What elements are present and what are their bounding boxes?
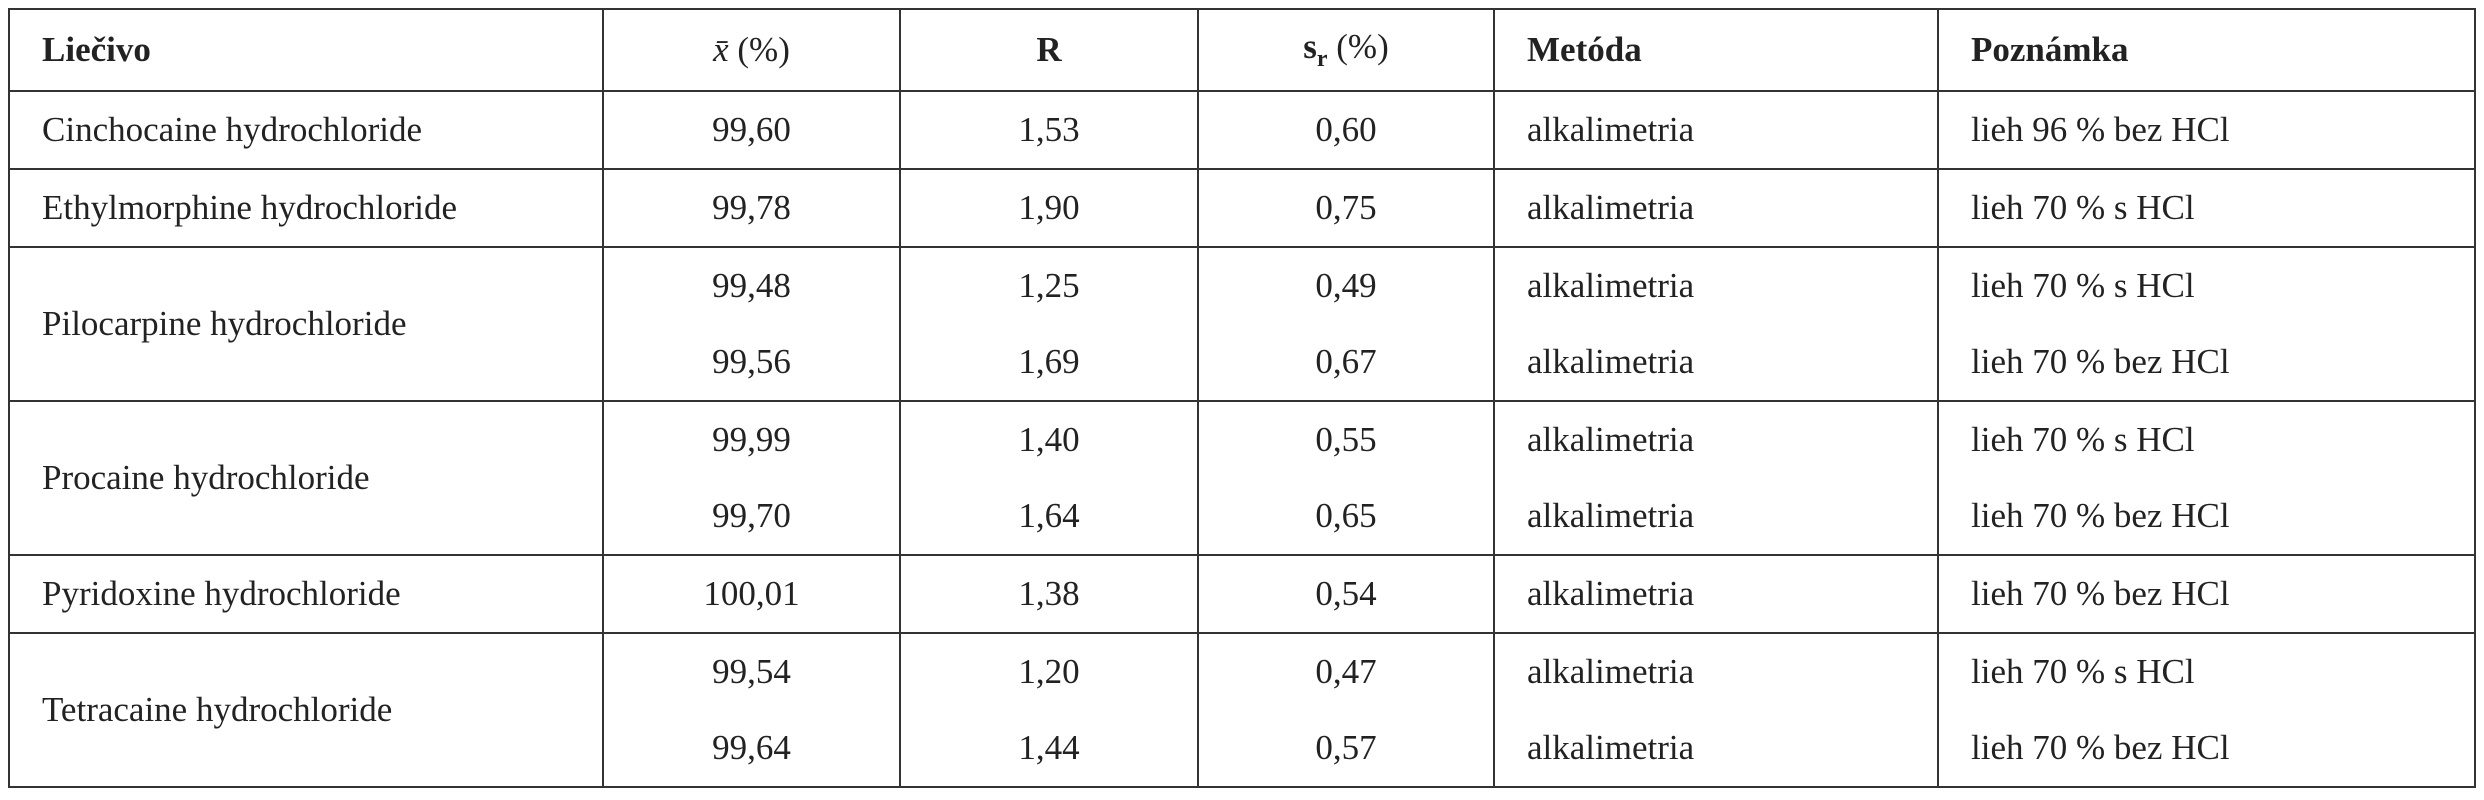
data-cell: 0,55 [1197,400,1495,478]
header-text: Poznámka [1971,30,2129,69]
header-unit: (%) [1327,27,1389,66]
data-cell: 0,47 [1197,632,1495,710]
data-cell: 1,53 [899,90,1199,169]
data-cell: lieh 70 % s HCl [1937,168,2476,247]
header-symbol: x̄ [713,30,729,69]
data-cell: lieh 70 % bez HCl [1937,710,2476,787]
drug-name: Ethylmorphine hydrochloride [8,168,604,247]
data-cell: 99,54 [602,632,901,710]
header-cell: Poznámka [1937,9,2476,92]
data-cell: 1,44 [899,710,1199,787]
header-cell: Metóda [1493,9,1939,92]
data-cell: lieh 70 % s HCl [1937,632,2476,710]
header-cell: Liečivo [8,9,604,92]
header-cell: R [899,9,1199,92]
data-cell: lieh 70 % s HCl [1937,246,2476,324]
data-cell: 99,56 [602,324,901,401]
data-cell: 100,01 [602,554,901,633]
data-cell: alkalimetria [1493,554,1939,633]
data-cell: lieh 70 % s HCl [1937,400,2476,478]
data-cell: 99,99 [602,400,901,478]
data-cell: 0,54 [1197,554,1495,633]
data-cell: lieh 70 % bez HCl [1937,478,2476,555]
data-cell: 99,78 [602,168,901,247]
header-cell: sr (%) [1197,9,1495,92]
data-cell: 0,60 [1197,90,1495,169]
header-unit: (%) [728,30,790,69]
data-cell: 99,60 [602,90,901,169]
header-cell: x̄ (%) [602,9,901,92]
data-cell: alkalimetria [1493,246,1939,324]
drug-name: Pyridoxine hydrochloride [8,554,604,633]
data-cell: alkalimetria [1493,478,1939,555]
data-row: Ethylmorphine hydrochloride 99,78 1,90 0,75… [8,168,2476,247]
header-text: Liečivo [42,30,151,69]
data-cell: alkalimetria [1493,324,1939,401]
data-cell: alkalimetria [1493,632,1939,710]
data-cell: 1,20 [899,632,1199,710]
data-row: Pilocarpine hydrochloride 99,48 1,25 0,49 al… [8,246,2476,401]
data-cell: 0,57 [1197,710,1495,787]
data-row: Tetracaine hydrochloride 99,54 1,20 0,47 alk… [8,632,2476,787]
data-cell: 0,67 [1197,324,1495,401]
data-cell: alkalimetria [1493,400,1939,478]
header-text: Metóda [1527,30,1642,69]
header-symbol: s [1303,27,1317,66]
data-cell: 1,40 [899,400,1199,478]
data-cell: 1,64 [899,478,1199,555]
data-cell: 0,49 [1197,246,1495,324]
drug-name: Cinchocaine hydrochloride [8,90,604,169]
drug-name: Tetracaine hydrochloride [8,632,604,787]
data-cell: lieh 70 % bez HCl [1937,554,2476,633]
data-row: Cinchocaine hydrochloride 99,60 1,53 0,60 al… [8,90,2476,169]
data-row: 99,70 1,64 0,65 alkalimetria lieh 70 % bez H… [9,478,2476,555]
data-cell: lieh 96 % bez HCl [1937,90,2476,169]
data-cell: 1,38 [899,554,1199,633]
drug-name: Procaine hydrochloride [8,400,604,555]
data-cell: lieh 70 % bez HCl [1937,324,2476,401]
data-cell: 99,48 [602,246,901,324]
header-subscript: r [1316,46,1328,72]
data-cell: 99,70 [602,478,901,555]
data-cell: alkalimetria [1493,168,1939,247]
data-cell: alkalimetria [1493,90,1939,169]
data-cell: 1,69 [899,324,1199,401]
drug-name: Pilocarpine hydrochloride [8,246,604,401]
header-text: R [1036,30,1062,69]
data-cell: alkalimetria [1493,710,1939,787]
data-row: 99,64 1,44 0,57 alkalimetria lieh 70 % bez H… [9,710,2476,787]
data-cell: 99,64 [602,710,901,787]
data-cell: 0,65 [1197,478,1495,555]
data-cell: 1,25 [899,246,1199,324]
data-row: Pyridoxine hydrochloride 100,01 1,38 0,54 al… [8,554,2476,633]
data-cell: 0,75 [1197,168,1495,247]
data-row: 99,56 1,69 0,67 alkalimetria lieh 70 % bez H… [9,324,2476,401]
data-cell: 1,90 [899,168,1199,247]
data-row: Procaine hydrochloride 99,99 1,40 0,55 alkal… [8,400,2476,555]
